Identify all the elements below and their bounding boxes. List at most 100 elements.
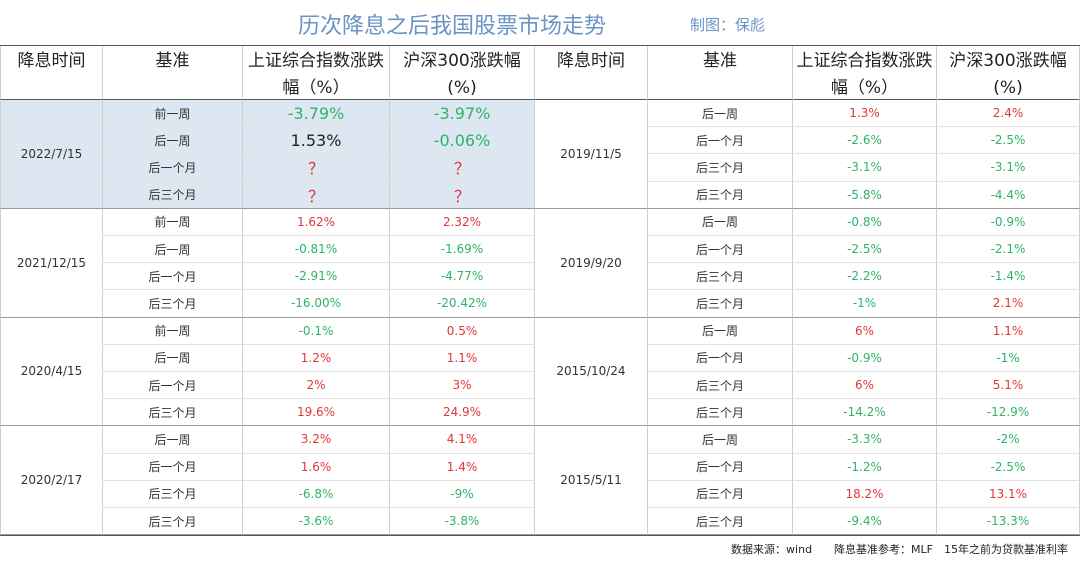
basis-cell: 后三个月 bbox=[648, 290, 793, 318]
value-cell: -2.5% bbox=[793, 236, 937, 264]
value-cell: -14.2% bbox=[793, 399, 937, 427]
value-cell: 1.53% bbox=[243, 127, 390, 155]
value-cell: -2.1% bbox=[937, 236, 1080, 264]
value-cell: 1.1% bbox=[390, 344, 535, 372]
value-cell: -1.4% bbox=[937, 263, 1080, 291]
basis-cell: 后一个月 bbox=[648, 453, 793, 481]
value-cell: -3.1% bbox=[793, 154, 937, 182]
value-cell: 2.1% bbox=[937, 290, 1080, 318]
basis-cell: 后三个月 bbox=[648, 480, 793, 508]
date-cell: 2021/12/15 bbox=[0, 208, 103, 318]
title: 历次降息之后我国股票市场走势 bbox=[298, 14, 607, 39]
date-cell: 2020/4/15 bbox=[0, 317, 103, 427]
basis-cell: 后一个月 bbox=[103, 372, 243, 400]
value-cell: -2% bbox=[937, 426, 1080, 454]
value-cell: 24.9% bbox=[390, 399, 535, 427]
value-cell: ？ bbox=[390, 181, 535, 209]
basis-cell: 后三个月 bbox=[648, 154, 793, 182]
value-cell: 1.1% bbox=[937, 317, 1080, 345]
value-cell: -0.1% bbox=[243, 317, 390, 345]
basis-cell: 后一周 bbox=[648, 208, 793, 236]
basis-cell: 后三个月 bbox=[103, 480, 243, 508]
value-cell: 1.62% bbox=[243, 208, 390, 236]
value-cell: -0.06% bbox=[390, 127, 535, 155]
value-cell: -0.8% bbox=[793, 208, 937, 236]
value-cell: 4.1% bbox=[390, 426, 535, 454]
value-cell: 6% bbox=[793, 372, 937, 400]
value-cell: -4.77% bbox=[390, 263, 535, 291]
header-cell: 沪深300涨跌幅(%) bbox=[390, 46, 535, 100]
basis-cell: 后一个月 bbox=[648, 127, 793, 155]
value-cell: -1% bbox=[793, 290, 937, 318]
value-cell: -9.4% bbox=[793, 508, 937, 536]
value-cell: -2.91% bbox=[243, 263, 390, 291]
value-cell: -4.4% bbox=[937, 181, 1080, 209]
credit: 制图：保彪 bbox=[690, 16, 766, 34]
value-cell: -2.5% bbox=[937, 127, 1080, 155]
basis-cell: 后三个月 bbox=[648, 372, 793, 400]
basis-cell: 后一周 bbox=[103, 127, 243, 155]
value-cell: -2.2% bbox=[793, 263, 937, 291]
basis-cell: 后三个月 bbox=[648, 508, 793, 536]
basis-cell: 后一周 bbox=[103, 426, 243, 454]
basis-cell: 后一周 bbox=[648, 100, 793, 128]
value-cell: 5.1% bbox=[937, 372, 1080, 400]
value-cell: 13.1% bbox=[937, 480, 1080, 508]
value-cell: -3.1% bbox=[937, 154, 1080, 182]
value-cell: 6% bbox=[793, 317, 937, 345]
basis-cell: 后一个月 bbox=[103, 263, 243, 291]
value-cell: -20.42% bbox=[390, 290, 535, 318]
value-cell: ？ bbox=[390, 154, 535, 182]
value-cell: -6.8% bbox=[243, 480, 390, 508]
basis-cell: 后三个月 bbox=[103, 181, 243, 209]
value-cell: 1.2% bbox=[243, 344, 390, 372]
value-cell: -3.97% bbox=[390, 100, 535, 128]
value-cell: -0.9% bbox=[793, 344, 937, 372]
header-cell: 基准 bbox=[648, 46, 793, 100]
basis-cell: 前一周 bbox=[103, 208, 243, 236]
value-cell: ？ bbox=[243, 154, 390, 182]
header-cell: 沪深300涨跌幅(%) bbox=[937, 46, 1080, 100]
basis-cell: 后三个月 bbox=[103, 290, 243, 318]
date-cell: 2019/11/5 bbox=[535, 100, 648, 209]
basis-cell: 后一周 bbox=[103, 344, 243, 372]
value-cell: -3.8% bbox=[390, 508, 535, 536]
value-cell: -1% bbox=[937, 344, 1080, 372]
value-cell: 0.5% bbox=[390, 317, 535, 345]
value-cell: -3.3% bbox=[793, 426, 937, 454]
value-cell: -12.9% bbox=[937, 399, 1080, 427]
basis-cell: 后一周 bbox=[648, 317, 793, 345]
value-cell: 3% bbox=[390, 372, 535, 400]
header-cell: 降息时间 bbox=[0, 46, 103, 100]
value-cell: ？ bbox=[243, 181, 390, 209]
value-cell: -0.81% bbox=[243, 236, 390, 264]
rule bbox=[0, 45, 1080, 46]
date-cell: 2019/9/20 bbox=[535, 208, 648, 318]
date-cell: 2015/5/11 bbox=[535, 426, 648, 536]
header-cell: 上证综合指数涨跌幅（%） bbox=[243, 46, 390, 100]
basis-cell: 后一周 bbox=[648, 426, 793, 454]
value-cell: -3.6% bbox=[243, 508, 390, 536]
value-cell: -2.5% bbox=[937, 453, 1080, 481]
header-cell: 上证综合指数涨跌幅（%） bbox=[793, 46, 937, 100]
value-cell: -16.00% bbox=[243, 290, 390, 318]
basis-cell: 后三个月 bbox=[103, 508, 243, 536]
date-cell: 2015/10/24 bbox=[535, 317, 648, 427]
value-cell: -0.9% bbox=[937, 208, 1080, 236]
value-cell: 2.32% bbox=[390, 208, 535, 236]
footer: 数据来源：wind 降息基准参考：MLF 15年之前为贷款基准利率 bbox=[731, 543, 1068, 556]
basis-cell: 后三个月 bbox=[648, 263, 793, 291]
basis-cell: 前一周 bbox=[103, 100, 243, 128]
value-cell: -1.69% bbox=[390, 236, 535, 264]
date-cell: 2020/2/17 bbox=[0, 426, 103, 536]
value-cell: 2% bbox=[243, 372, 390, 400]
value-cell: -13.3% bbox=[937, 508, 1080, 536]
value-cell: 1.3% bbox=[793, 100, 937, 128]
value-cell: -1.2% bbox=[793, 453, 937, 481]
basis-cell: 后三个月 bbox=[103, 399, 243, 427]
value-cell: 3.2% bbox=[243, 426, 390, 454]
value-cell: -5.8% bbox=[793, 181, 937, 209]
header-cell: 基准 bbox=[103, 46, 243, 100]
value-cell: 18.2% bbox=[793, 480, 937, 508]
